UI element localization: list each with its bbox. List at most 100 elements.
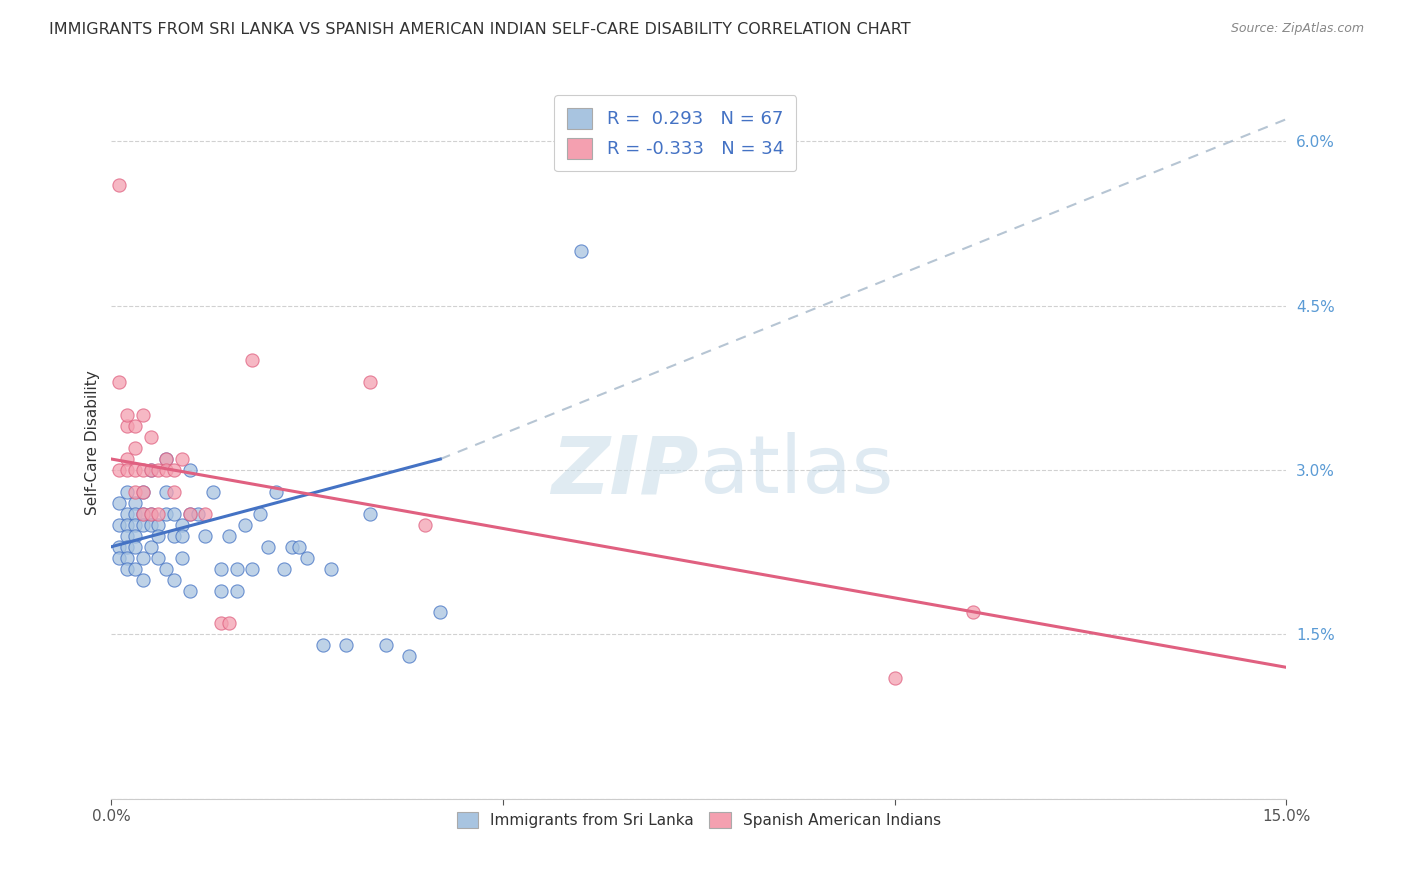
Point — [319, 561, 342, 575]
Point — [115, 529, 138, 543]
Point — [124, 517, 146, 532]
Point — [280, 540, 302, 554]
Point — [187, 507, 209, 521]
Point — [312, 639, 335, 653]
Point — [132, 484, 155, 499]
Point — [242, 353, 264, 368]
Point — [115, 419, 138, 434]
Point — [132, 484, 155, 499]
Point — [288, 540, 311, 554]
Point — [209, 561, 232, 575]
Point — [132, 573, 155, 587]
Point — [115, 540, 138, 554]
Point — [218, 616, 240, 631]
Point — [108, 496, 131, 510]
Point — [124, 441, 146, 455]
Point — [194, 507, 217, 521]
Text: IMMIGRANTS FROM SRI LANKA VS SPANISH AMERICAN INDIAN SELF-CARE DISABILITY CORREL: IMMIGRANTS FROM SRI LANKA VS SPANISH AME… — [49, 22, 911, 37]
Point — [124, 540, 146, 554]
Point — [179, 583, 201, 598]
Point — [209, 583, 232, 598]
Point — [413, 517, 436, 532]
Point — [242, 561, 264, 575]
Point — [273, 561, 295, 575]
Point — [179, 507, 201, 521]
Point — [132, 408, 155, 422]
Point — [124, 507, 146, 521]
Point — [170, 517, 193, 532]
Point — [170, 550, 193, 565]
Legend: Immigrants from Sri Lanka, Spanish American Indians: Immigrants from Sri Lanka, Spanish Ameri… — [450, 805, 948, 834]
Point — [163, 507, 186, 521]
Text: Source: ZipAtlas.com: Source: ZipAtlas.com — [1230, 22, 1364, 36]
Point — [139, 540, 162, 554]
Point — [124, 561, 146, 575]
Text: atlas: atlas — [699, 432, 893, 510]
Point — [170, 452, 193, 467]
Point — [202, 484, 225, 499]
Point — [148, 529, 170, 543]
Point — [139, 463, 162, 477]
Point — [148, 507, 170, 521]
Point — [124, 463, 146, 477]
Point — [163, 573, 186, 587]
Point — [194, 529, 217, 543]
Point — [115, 561, 138, 575]
Point — [962, 606, 984, 620]
Point — [108, 178, 131, 192]
Point — [163, 529, 186, 543]
Point — [163, 463, 186, 477]
Point — [335, 639, 357, 653]
Point — [132, 550, 155, 565]
Point — [115, 507, 138, 521]
Point — [124, 496, 146, 510]
Point — [155, 484, 177, 499]
Point — [108, 463, 131, 477]
Point — [132, 463, 155, 477]
Point — [115, 484, 138, 499]
Point — [225, 561, 247, 575]
Point — [170, 529, 193, 543]
Point — [569, 244, 592, 258]
Point — [155, 507, 177, 521]
Point — [883, 671, 905, 685]
Point — [155, 452, 177, 467]
Point — [148, 550, 170, 565]
Point — [115, 517, 138, 532]
Point — [139, 507, 162, 521]
Point — [359, 376, 381, 390]
Point — [225, 583, 247, 598]
Point — [124, 419, 146, 434]
Point — [179, 463, 201, 477]
Y-axis label: Self-Care Disability: Self-Care Disability — [86, 370, 100, 515]
Point — [249, 507, 271, 521]
Point — [139, 430, 162, 444]
Point — [124, 484, 146, 499]
Point — [108, 550, 131, 565]
Point — [139, 463, 162, 477]
Point — [233, 517, 256, 532]
Point — [264, 484, 287, 499]
Point — [115, 463, 138, 477]
Point — [115, 550, 138, 565]
Point — [148, 463, 170, 477]
Point — [132, 507, 155, 521]
Point — [108, 376, 131, 390]
Point — [429, 606, 451, 620]
Point — [155, 561, 177, 575]
Point — [132, 507, 155, 521]
Point — [179, 507, 201, 521]
Point — [218, 529, 240, 543]
Text: ZIP: ZIP — [551, 432, 699, 510]
Point — [295, 550, 318, 565]
Point — [115, 408, 138, 422]
Point — [155, 452, 177, 467]
Point — [148, 517, 170, 532]
Point — [115, 452, 138, 467]
Point — [108, 517, 131, 532]
Point — [139, 507, 162, 521]
Point — [155, 463, 177, 477]
Point — [374, 639, 396, 653]
Point — [163, 484, 186, 499]
Point — [257, 540, 280, 554]
